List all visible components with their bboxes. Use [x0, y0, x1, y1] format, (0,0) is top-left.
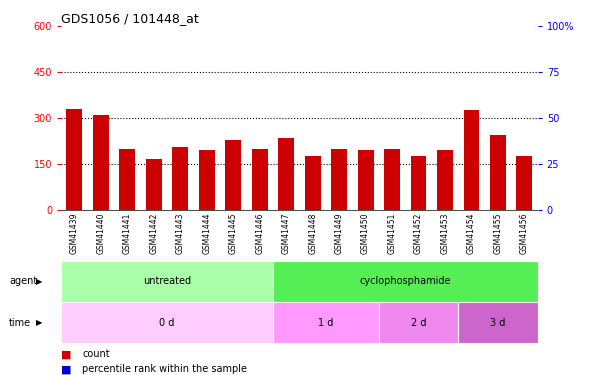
- Bar: [252, 149, 268, 210]
- Text: GSM41448: GSM41448: [308, 213, 317, 254]
- Bar: [357, 150, 373, 210]
- Bar: [119, 149, 135, 210]
- Text: GSM41449: GSM41449: [335, 213, 343, 254]
- Text: 0 d: 0 d: [159, 318, 175, 327]
- Text: GSM41442: GSM41442: [149, 213, 158, 254]
- Bar: [490, 135, 506, 210]
- Text: agent: agent: [9, 276, 37, 286]
- Text: GSM41453: GSM41453: [441, 213, 450, 254]
- Text: GSM41456: GSM41456: [520, 213, 529, 254]
- Text: GSM41454: GSM41454: [467, 213, 476, 254]
- Text: cyclophosphamide: cyclophosphamide: [359, 276, 451, 286]
- Bar: [225, 140, 241, 210]
- Bar: [516, 156, 532, 210]
- Bar: [61, 302, 273, 343]
- Bar: [305, 156, 321, 210]
- Bar: [61, 261, 273, 302]
- Text: percentile rank within the sample: percentile rank within the sample: [82, 364, 247, 374]
- Bar: [379, 302, 458, 343]
- Text: 1 d: 1 d: [318, 318, 334, 327]
- Bar: [384, 149, 400, 210]
- Bar: [411, 156, 426, 210]
- Text: ▶: ▶: [37, 277, 43, 286]
- Text: 2 d: 2 d: [411, 318, 426, 327]
- Text: time: time: [9, 318, 31, 327]
- Bar: [93, 115, 109, 210]
- Text: ■: ■: [61, 364, 71, 374]
- Bar: [67, 109, 82, 210]
- Text: untreated: untreated: [143, 276, 191, 286]
- Text: GSM41444: GSM41444: [202, 213, 211, 254]
- Bar: [172, 147, 188, 210]
- Text: GSM41445: GSM41445: [229, 213, 238, 254]
- Text: ■: ■: [61, 350, 71, 359]
- Bar: [458, 302, 538, 343]
- Text: 3 d: 3 d: [490, 318, 506, 327]
- Text: GSM41447: GSM41447: [282, 213, 291, 254]
- Text: GSM41439: GSM41439: [70, 213, 79, 254]
- Bar: [437, 150, 453, 210]
- Text: GSM41452: GSM41452: [414, 213, 423, 254]
- Text: GSM41455: GSM41455: [494, 213, 502, 254]
- Text: count: count: [82, 350, 110, 359]
- Bar: [464, 111, 480, 210]
- Bar: [146, 159, 162, 210]
- Bar: [331, 149, 347, 210]
- Bar: [199, 150, 214, 210]
- Text: GSM41451: GSM41451: [387, 213, 397, 254]
- Bar: [273, 302, 379, 343]
- Text: ▶: ▶: [37, 318, 43, 327]
- Bar: [273, 261, 538, 302]
- Text: GSM41440: GSM41440: [97, 213, 105, 254]
- Text: GSM41446: GSM41446: [255, 213, 264, 254]
- Text: GDS1056 / 101448_at: GDS1056 / 101448_at: [61, 12, 199, 25]
- Text: GSM41443: GSM41443: [176, 213, 185, 254]
- Bar: [278, 138, 294, 210]
- Text: GSM41441: GSM41441: [123, 213, 132, 254]
- Text: GSM41450: GSM41450: [361, 213, 370, 254]
